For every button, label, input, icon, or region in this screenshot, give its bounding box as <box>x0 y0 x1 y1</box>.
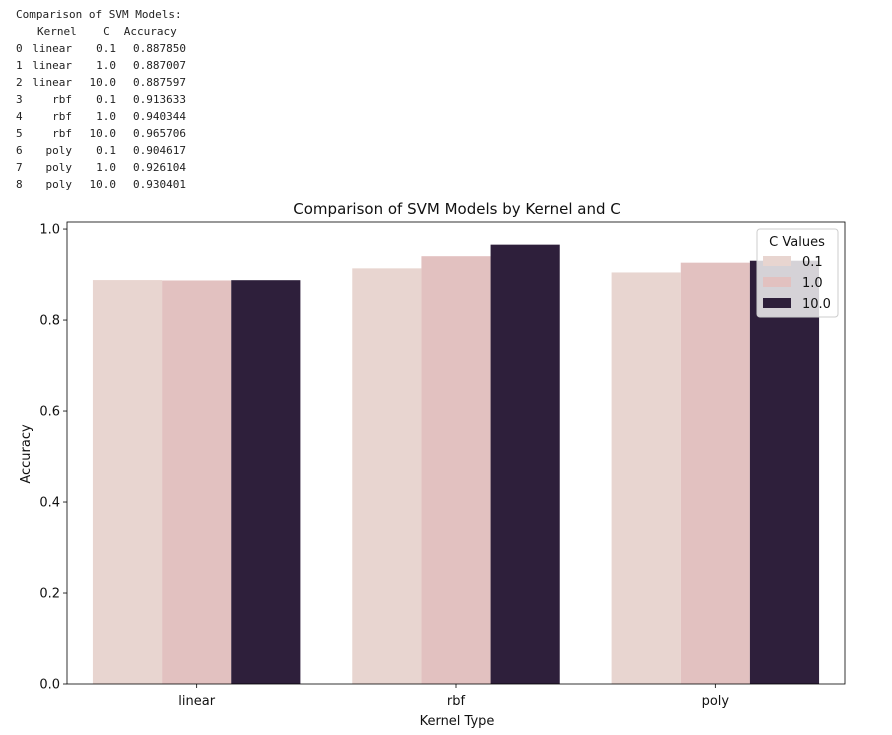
y-tick-label: 0.6 <box>39 405 60 420</box>
console-cell-index: 0 <box>16 42 23 55</box>
console-cell-c: 10.0 <box>89 76 117 89</box>
console-cell-index: 7 <box>16 161 23 174</box>
console-cell-accuracy: 0.904617 <box>133 144 186 157</box>
y-tick-label: 0.8 <box>39 314 60 329</box>
console-cell-accuracy: 0.940344 <box>133 110 186 123</box>
legend-title: C Values <box>769 235 825 250</box>
console-cell-accuracy: 0.887850 <box>133 42 186 55</box>
console-cell-c: 1.0 <box>96 110 116 123</box>
console-col-kernel: Kernel <box>37 25 77 38</box>
bars-group <box>92 244 820 684</box>
console-cell-accuracy: 0.887597 <box>133 76 186 89</box>
bar-poly-c10.0 <box>749 260 820 684</box>
console-table-row: 4 rbf 1.0 0.940344 <box>16 108 186 125</box>
bar-rbf-c0.1 <box>352 268 422 684</box>
console-table-row: 7 poly 1.0 0.926104 <box>16 159 186 176</box>
console-cell-c: 1.0 <box>96 59 116 72</box>
legend-label-1.0: 1.0 <box>802 276 823 291</box>
console-cell-kernel: linear <box>32 76 72 89</box>
console-cell-accuracy: 0.930401 <box>133 178 186 191</box>
y-axis: 0.0 0.2 0.4 0.6 0.8 1.0 <box>39 223 67 693</box>
bar-linear-c0.1 <box>92 280 163 684</box>
plot-frame <box>66 221 846 685</box>
y-axis-label: Accuracy <box>19 424 34 484</box>
console-cell-index: 1 <box>16 59 23 72</box>
console-cell-kernel: rbf <box>52 93 72 106</box>
chart-title: Comparison of SVM Models by Kernel and C <box>293 200 620 218</box>
bar-linear-c10.0 <box>231 280 301 684</box>
legend-swatch-10.0 <box>763 298 791 308</box>
y-tick-label: 0.2 <box>39 587 60 602</box>
legend-label-10.0: 10.0 <box>802 297 831 312</box>
console-cell-index: 5 <box>16 127 23 140</box>
legend-swatch-1.0 <box>763 277 791 287</box>
console-col-c: C <box>103 25 110 38</box>
console-col-accuracy: Accuracy <box>123 25 177 38</box>
console-table-row: 5 rbf 10.0 0.965706 <box>16 125 186 142</box>
console-cell-index: 2 <box>16 76 23 89</box>
legend: C Values 0.1 1.0 10.0 <box>756 228 839 318</box>
console-table-row: 0 linear 0.1 0.887850 <box>16 40 186 57</box>
bar-rbf-c1.0 <box>421 256 491 684</box>
x-tick-label-linear: linear <box>178 694 215 709</box>
x-axis: linear rbf poly <box>178 684 729 709</box>
y-tick-label: 0.4 <box>39 496 60 511</box>
console-cell-c: 0.1 <box>96 144 116 157</box>
console-output: Comparison of SVM Models: Kernel C Accuracy… <box>16 6 186 193</box>
console-cell-c: 0.1 <box>96 42 116 55</box>
bar-linear-c1.0 <box>162 280 232 684</box>
console-cell-kernel: rbf <box>52 110 72 123</box>
console-table-row: 8 poly 10.0 0.930401 <box>16 176 186 193</box>
x-axis-label: Kernel Type <box>420 714 495 729</box>
console-cell-accuracy: 0.926104 <box>133 161 186 174</box>
console-table-row: 6 poly 0.1 0.904617 <box>16 142 186 159</box>
console-cell-c: 0.1 <box>96 93 116 106</box>
console-cell-accuracy: 0.965706 <box>133 127 186 140</box>
console-cell-index: 3 <box>16 93 23 106</box>
console-cell-c: 10.0 <box>89 178 117 191</box>
bar-poly-c0.1 <box>611 272 681 684</box>
bar-poly-c1.0 <box>680 262 750 684</box>
console-cell-accuracy: 0.887007 <box>133 59 186 72</box>
x-tick-label-poly: poly <box>702 694 730 709</box>
console-cell-c: 1.0 <box>96 161 116 174</box>
console-cell-index: 6 <box>16 144 23 157</box>
console-table-row: 1 linear 1.0 0.887007 <box>16 57 186 74</box>
x-tick-label-rbf: rbf <box>447 694 466 709</box>
console-cell-index: 8 <box>16 178 23 191</box>
console-cell-kernel: poly <box>45 144 73 157</box>
console-cell-kernel: linear <box>32 59 72 72</box>
bar-rbf-c10.0 <box>490 244 560 684</box>
legend-swatch-0.1 <box>763 256 791 266</box>
console-header-row: Kernel C Accuracy <box>16 23 186 40</box>
y-tick-label: 1.0 <box>39 223 60 238</box>
console-cell-index: 4 <box>16 110 23 123</box>
console-heading: Comparison of SVM Models: <box>16 8 182 21</box>
legend-label-0.1: 0.1 <box>802 255 823 270</box>
console-table-row: 3 rbf 0.1 0.913633 <box>16 91 186 108</box>
console-cell-kernel: poly <box>45 178 73 191</box>
console-cell-kernel: linear <box>32 42 72 55</box>
console-cell-accuracy: 0.913633 <box>133 93 186 106</box>
y-tick-label: 0.0 <box>39 678 60 693</box>
console-table-row: 2 linear 10.0 0.887597 <box>16 74 186 91</box>
console-cell-kernel: rbf <box>52 127 72 140</box>
console-cell-kernel: poly <box>45 161 73 174</box>
console-cell-c: 10.0 <box>89 127 117 140</box>
legend-frame <box>756 228 839 318</box>
